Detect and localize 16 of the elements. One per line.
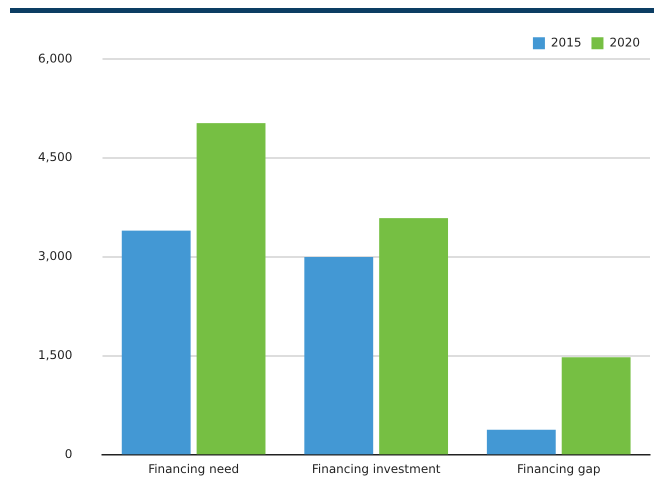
y-tick-label: 4,500 [38,150,72,164]
bar [486,430,556,454]
bar [122,230,191,454]
y-tick-label: 3,000 [38,249,72,264]
y-tick-label: 1,500 [38,348,72,362]
bar [562,357,631,454]
x-tick-label: Financing need [148,462,240,476]
y-tick-label: 6,000 [38,51,72,66]
bar [304,257,374,454]
legend-label: 2015 [550,35,582,50]
bar [196,123,266,454]
x-tick-label: Financing investment [312,462,441,476]
bar [379,218,448,454]
y-tick-label: 0 [64,446,72,461]
x-tick-label: Financing gap [516,462,600,476]
legend-label: 2020 [609,35,640,50]
